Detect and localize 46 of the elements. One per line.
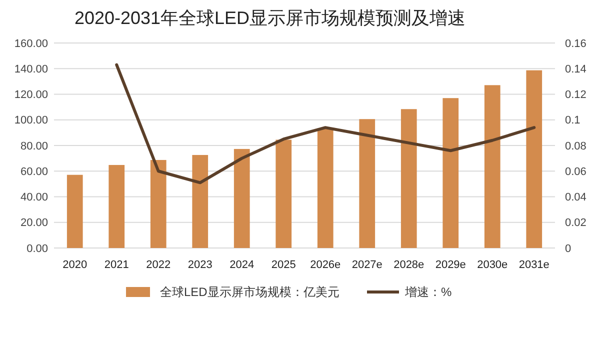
y2-tick-label: 0.16 xyxy=(565,38,586,50)
y2-tick-label: 0.12 xyxy=(565,89,586,102)
x-tick-label: 2024 xyxy=(230,259,254,271)
line-series xyxy=(115,63,536,184)
y2-tick-label: 0.1 xyxy=(565,114,580,127)
y-tick-label: 140.00 xyxy=(14,63,48,76)
x-tick-label: 2026e xyxy=(310,259,341,271)
bar xyxy=(66,174,83,248)
x-tick-label: 2020 xyxy=(62,259,88,271)
x-tick-label: 2030e xyxy=(477,259,508,271)
x-tick-label: 2028e xyxy=(394,259,424,271)
y-tick-label: 20.00 xyxy=(20,217,48,230)
y-tick-label: 40.00 xyxy=(20,192,48,204)
bar xyxy=(150,160,166,248)
bar xyxy=(108,164,125,248)
bar xyxy=(276,140,292,248)
bar xyxy=(317,128,334,248)
x-tick-label: 2021 xyxy=(104,259,129,271)
y2-tick-label: 0 xyxy=(565,242,572,255)
x-tick-label: 2025 xyxy=(271,259,296,271)
y-tick-label: 60.00 xyxy=(20,166,48,178)
y2-tick-label: 0.04 xyxy=(565,192,586,204)
x-tick-label: 2029e xyxy=(435,259,466,271)
legend-label: 增速：% xyxy=(404,285,452,300)
bar xyxy=(484,85,500,248)
bar xyxy=(526,70,542,248)
y-tick-label: 160.00 xyxy=(14,38,48,50)
y2-tick-label: 0.02 xyxy=(565,217,586,230)
bar xyxy=(192,154,208,248)
bar xyxy=(400,109,417,248)
y2-tick-label: 0.14 xyxy=(565,63,586,76)
legend-label: 全球LED显示屏市场规模：亿美元 xyxy=(160,285,340,300)
chart-title: 2020-2031年全球LED显示屏市场规模预测及增速 xyxy=(74,8,466,28)
y-tick-label: 0.00 xyxy=(26,242,48,255)
y-tick-label: 120.00 xyxy=(14,89,48,102)
bar xyxy=(442,98,459,248)
x-tick-label: 2031e xyxy=(518,259,550,271)
x-tick-label: 2023 xyxy=(188,259,212,271)
bar xyxy=(359,119,376,248)
y-tick-label: 80.00 xyxy=(20,140,48,152)
y2-tick-label: 0.06 xyxy=(565,166,586,178)
x-tick-label: 2022 xyxy=(146,259,171,271)
x-tick-label: 2027e xyxy=(352,259,382,271)
bar xyxy=(234,148,250,248)
y2-tick-label: 0.08 xyxy=(565,140,586,152)
y-tick-label: 100.00 xyxy=(14,114,48,127)
